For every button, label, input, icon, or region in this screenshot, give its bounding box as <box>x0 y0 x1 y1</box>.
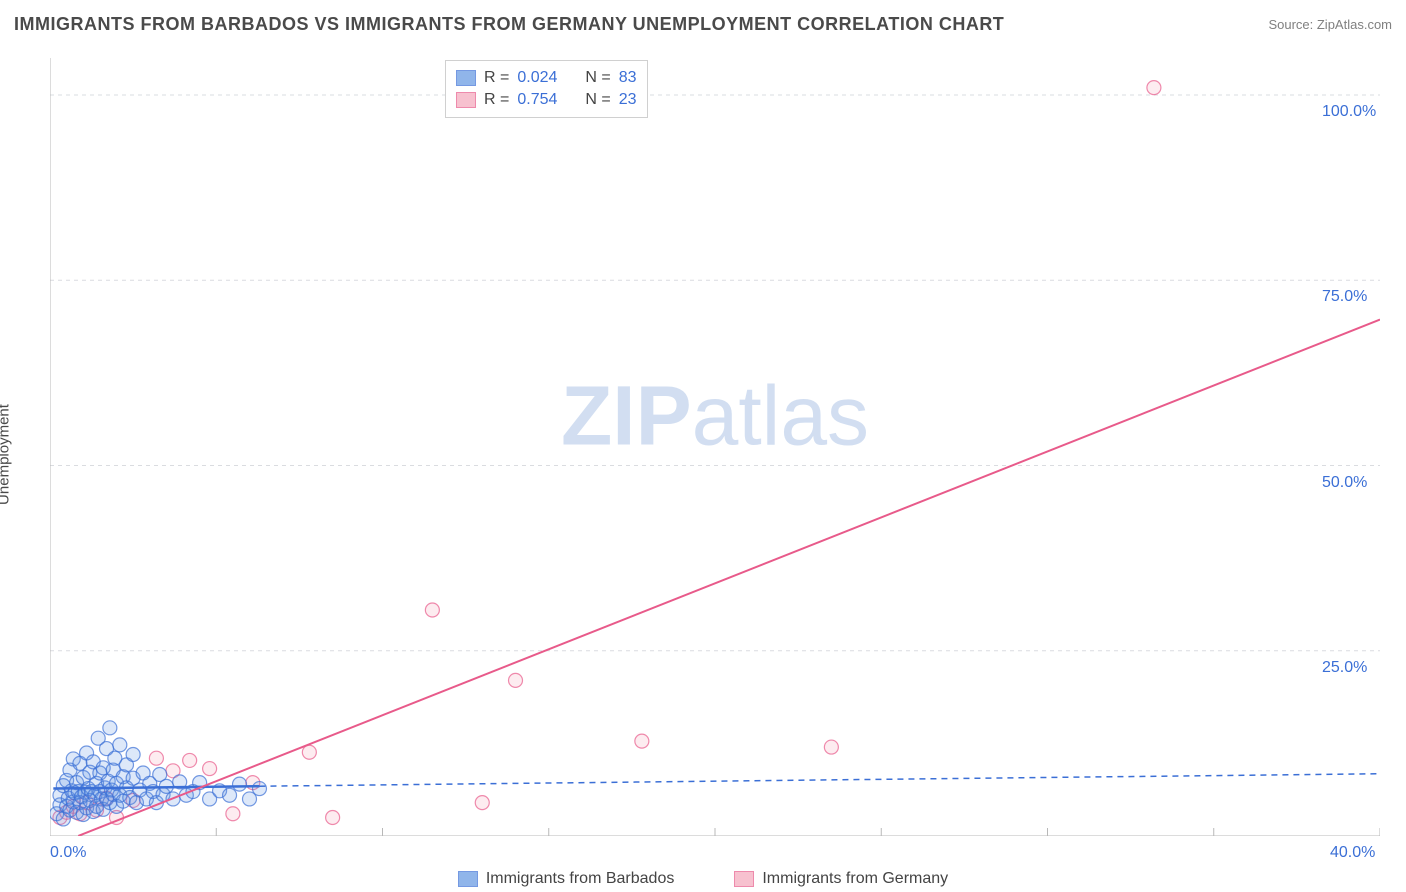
source-label: Source: ZipAtlas.com <box>1268 17 1392 32</box>
x-tick-label: 0.0% <box>50 844 86 862</box>
y-axis-label: Unemployment <box>0 404 13 505</box>
swatch-germany <box>456 92 476 108</box>
r-label: R = <box>484 69 509 87</box>
stats-legend: R = 0.024 N = 83 R = 0.754 N = 23 <box>445 60 648 118</box>
r-value-germany: 0.754 <box>517 91 557 109</box>
legend-label-germany: Immigrants from Germany <box>762 870 948 888</box>
r-value-barbados: 0.024 <box>517 69 557 87</box>
x-tick-label: 40.0% <box>1330 844 1375 862</box>
n-value-barbados: 83 <box>619 69 637 87</box>
swatch-germany <box>734 871 754 887</box>
y-tick-label: 50.0% <box>1322 474 1367 492</box>
chart-title: IMMIGRANTS FROM BARBADOS VS IMMIGRANTS F… <box>14 14 1004 35</box>
scatter-chart-svg <box>50 58 1380 836</box>
n-label: N = <box>585 91 610 109</box>
series-legend: Immigrants from Barbados Immigrants from… <box>0 870 1406 888</box>
stats-row-germany: R = 0.754 N = 23 <box>456 89 637 111</box>
stats-row-barbados: R = 0.024 N = 83 <box>456 67 637 89</box>
r-label: R = <box>484 91 509 109</box>
y-tick-label: 25.0% <box>1322 659 1367 677</box>
swatch-barbados <box>458 871 478 887</box>
legend-item-barbados: Immigrants from Barbados <box>458 870 675 888</box>
y-tick-label: 100.0% <box>1322 103 1376 121</box>
legend-label-barbados: Immigrants from Barbados <box>486 870 675 888</box>
plot-area: ZIPatlas R = 0.024 N = 83 R = 0.754 N = … <box>50 58 1380 836</box>
swatch-barbados <box>456 70 476 86</box>
y-tick-label: 75.0% <box>1322 288 1367 306</box>
n-label: N = <box>585 69 610 87</box>
legend-item-germany: Immigrants from Germany <box>734 870 948 888</box>
titlebar: IMMIGRANTS FROM BARBADOS VS IMMIGRANTS F… <box>14 14 1392 35</box>
n-value-germany: 23 <box>619 91 637 109</box>
